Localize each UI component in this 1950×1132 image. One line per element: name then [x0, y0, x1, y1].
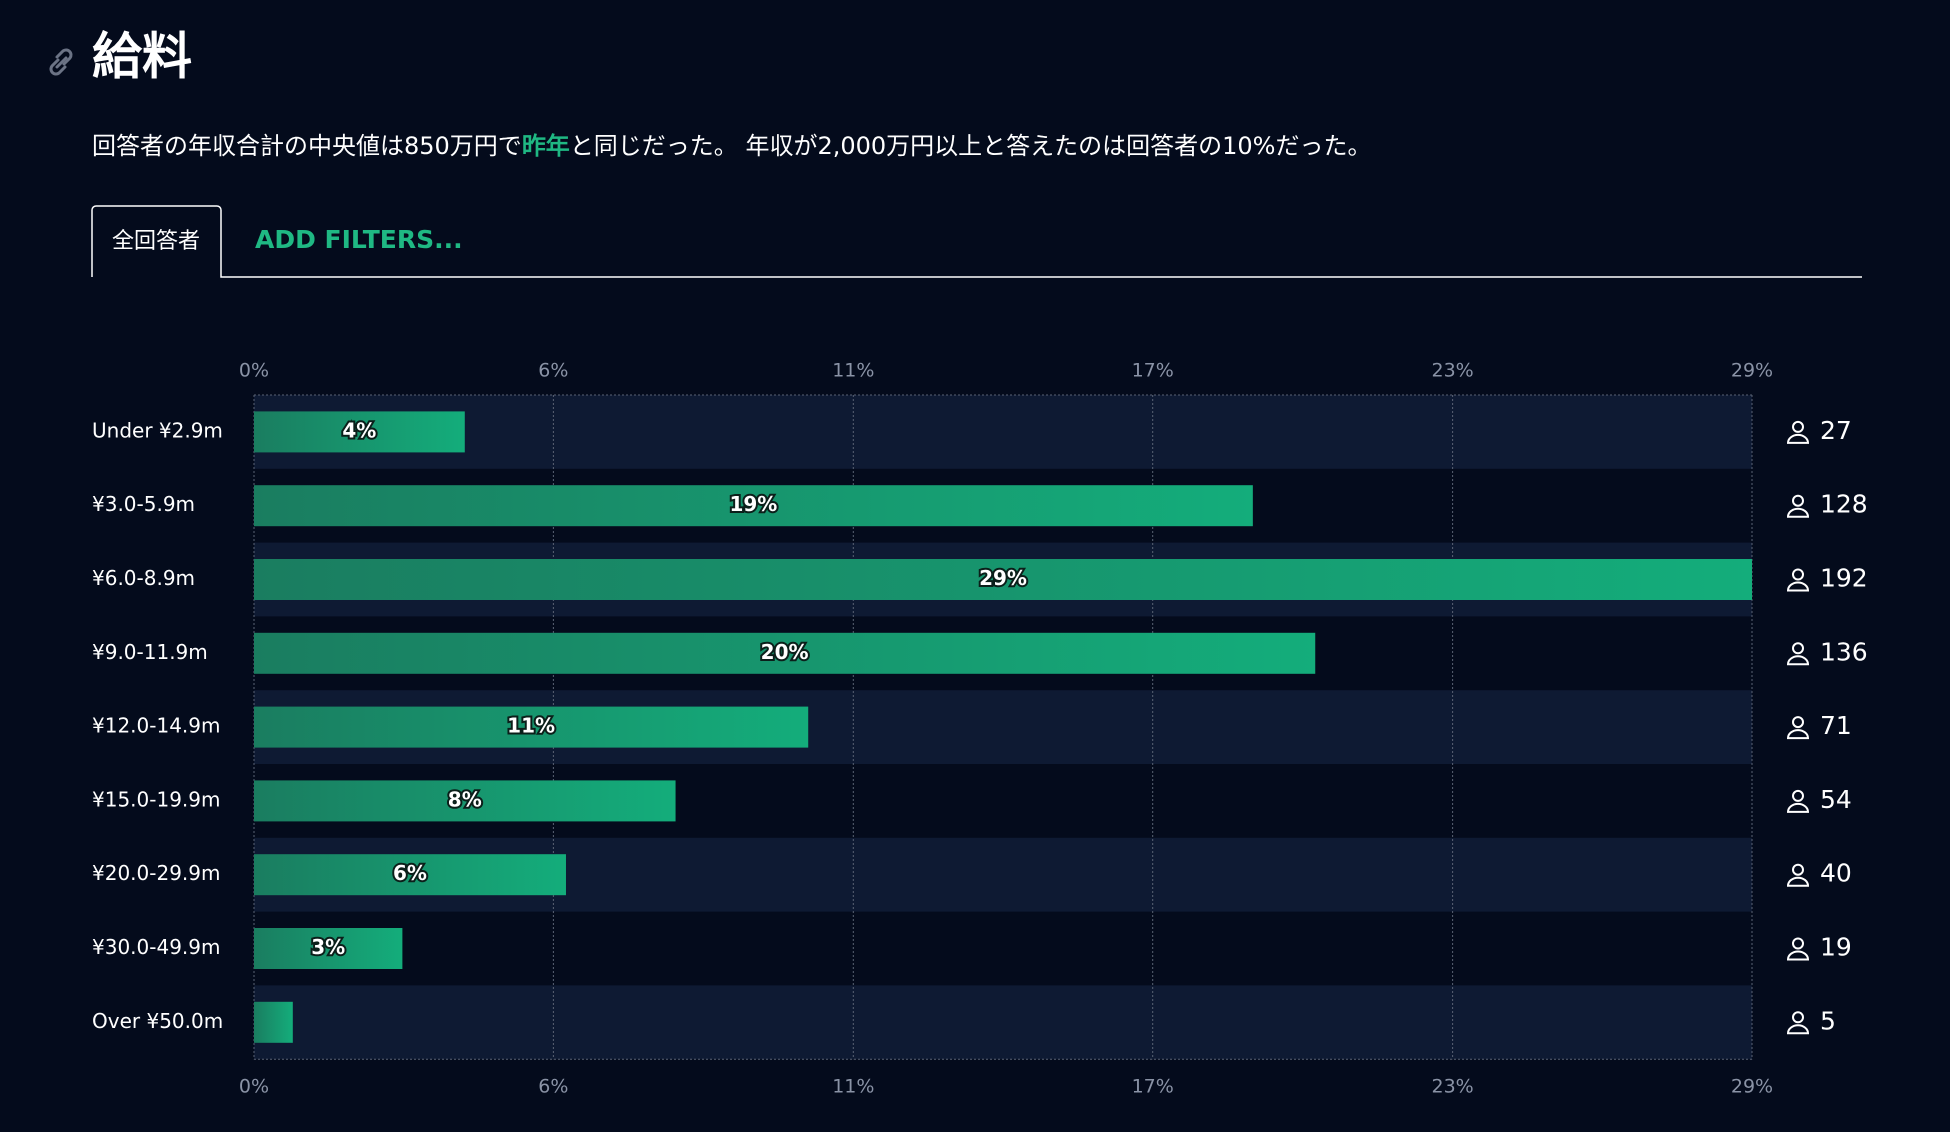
- count-label: 192: [1820, 564, 1868, 593]
- person-body: [1786, 950, 1810, 961]
- x-tick-label: 0%: [239, 360, 269, 382]
- bar: [254, 706, 809, 748]
- value-label: 3%: [311, 935, 345, 959]
- tab-active[interactable]: 全回答者: [112, 229, 200, 254]
- person-icon: [1786, 642, 1810, 666]
- value-label: 29%: [979, 566, 1027, 590]
- bar: [254, 780, 676, 822]
- person-head: [1792, 642, 1804, 655]
- person-body: [1786, 655, 1810, 666]
- link-icon[interactable]: [49, 48, 73, 76]
- x-tick-label: 17%: [1132, 1076, 1174, 1098]
- person-body: [1786, 1024, 1810, 1035]
- person-head: [1792, 494, 1804, 507]
- person-body: [1786, 433, 1810, 444]
- bar: [254, 411, 465, 453]
- category-label: ¥3.0-5.9m: [92, 492, 195, 516]
- description-highlight[interactable]: 昨年: [522, 132, 570, 160]
- category-label: ¥12.0-14.9m: [92, 714, 221, 738]
- category-label: Over ¥50.0m: [92, 1009, 223, 1033]
- value-label: 8%: [448, 787, 482, 811]
- person-icon: [1786, 789, 1810, 813]
- person-head: [1792, 1011, 1804, 1024]
- count-label: 71: [1820, 711, 1852, 740]
- category-label: ¥6.0-8.9m: [92, 566, 195, 590]
- title: 給料: [92, 28, 192, 86]
- bar: [254, 928, 403, 969]
- person-body: [1786, 729, 1810, 740]
- person-icon: [1786, 937, 1810, 961]
- bar: [254, 485, 1253, 527]
- value-label: 4%: [342, 418, 376, 442]
- person-icon: [1786, 1011, 1810, 1035]
- x-tick-label: 23%: [1431, 360, 1473, 382]
- x-tick-label: 17%: [1132, 360, 1174, 382]
- category-label: ¥15.0-19.9m: [92, 787, 221, 811]
- bar: [254, 854, 566, 896]
- person-icon: [1786, 420, 1810, 444]
- x-tick-label: 6%: [538, 360, 568, 382]
- bar: [254, 1001, 293, 1043]
- description-text: 回答者の年収合計の中央値は850万円で: [92, 132, 522, 160]
- count-label: 40: [1820, 859, 1852, 888]
- value-label: 6%: [393, 861, 427, 885]
- person-head: [1792, 568, 1804, 581]
- row-band: [254, 395, 1752, 469]
- value-label: 20%: [761, 640, 809, 664]
- person-body: [1786, 802, 1810, 813]
- count-label: 5: [1820, 1006, 1836, 1035]
- person-head: [1792, 420, 1804, 433]
- category-label: Under ¥2.9m: [92, 418, 223, 442]
- value-label: 11%: [507, 714, 555, 738]
- person-body: [1786, 876, 1810, 887]
- person-head: [1792, 789, 1804, 802]
- count-label: 54: [1820, 785, 1852, 814]
- x-tick-label: 6%: [538, 1076, 568, 1098]
- x-tick-label: 11%: [832, 1076, 874, 1098]
- x-tick-label: 29%: [1731, 1076, 1773, 1098]
- person-icon: [1786, 494, 1810, 518]
- count-label: 27: [1820, 416, 1852, 445]
- value-label: 19%: [729, 492, 777, 516]
- category-label: ¥20.0-29.9m: [92, 861, 221, 885]
- category-label: ¥30.0-49.9m: [92, 935, 221, 959]
- bar: [254, 559, 1752, 600]
- person-head: [1792, 716, 1804, 729]
- person-body: [1786, 507, 1810, 518]
- description: 回答者の年収合計の中央値は850万円で昨年と同じだった。 年収が2,000万円以…: [92, 132, 1372, 160]
- description-text: と同じだった。 年収が2,000万円以上と答えたのは回答者の10%だった。: [570, 132, 1372, 160]
- person-icon: [1786, 568, 1810, 592]
- person-head: [1792, 863, 1804, 876]
- count-label: 128: [1820, 490, 1868, 519]
- x-tick-label: 29%: [1731, 360, 1773, 382]
- x-tick-label: 11%: [832, 360, 874, 382]
- person-body: [1786, 581, 1810, 592]
- category-label: ¥9.0-11.9m: [92, 640, 208, 664]
- person-head: [1792, 937, 1804, 950]
- x-tick-label: 23%: [1431, 1076, 1473, 1098]
- tab-add-filters[interactable]: ADD FILTERS...: [255, 225, 463, 254]
- tab-outline: [91, 205, 1862, 278]
- count-label: 19: [1820, 933, 1852, 962]
- row-band: [254, 985, 1752, 1060]
- x-tick-label: 0%: [239, 1076, 269, 1098]
- person-icon: [1786, 716, 1810, 740]
- person-icon: [1786, 863, 1810, 887]
- count-label: 136: [1820, 637, 1868, 666]
- bar: [254, 632, 1316, 674]
